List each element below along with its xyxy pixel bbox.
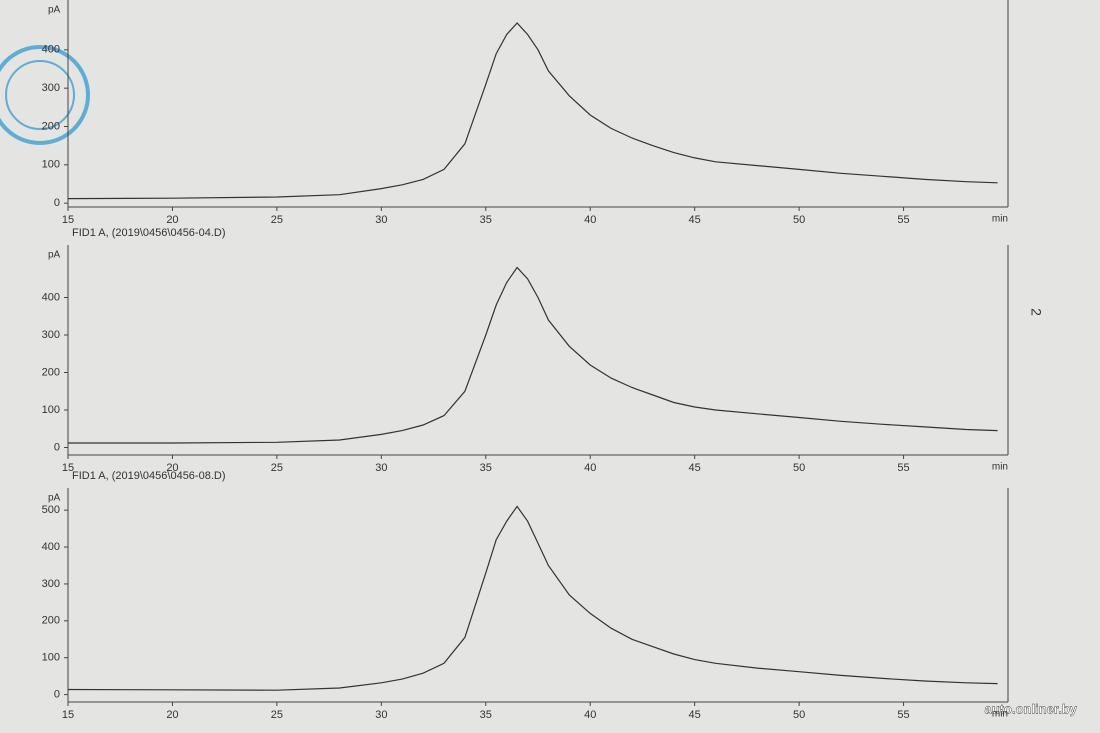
x-tick-label: 50: [793, 462, 805, 474]
x-tick-label: 45: [689, 214, 701, 226]
y-tick-label: 300: [42, 578, 60, 590]
y-axis-label: pA: [48, 493, 61, 504]
x-tick-label: 30: [375, 462, 387, 474]
x-tick-label: 40: [584, 214, 596, 226]
x-tick-label: 20: [166, 709, 178, 721]
y-tick-label: 0: [54, 689, 60, 701]
x-axis-label: min: [992, 462, 1008, 473]
chart-title: FID1 A, (2019\0456\0456-04.D): [72, 227, 225, 239]
x-tick-label: 35: [480, 214, 492, 226]
x-tick-label: 55: [897, 709, 909, 721]
x-tick-label: 25: [271, 214, 283, 226]
y-axis-label: pA: [48, 250, 61, 261]
x-tick-label: 45: [689, 462, 701, 474]
x-tick-label: 35: [480, 462, 492, 474]
chromatogram-line: [67, 22, 998, 200]
x-tick-label: 25: [271, 709, 283, 721]
x-axis-label: min: [992, 214, 1008, 225]
y-tick-label: 400: [42, 291, 60, 303]
y-tick-label: 100: [42, 652, 60, 664]
x-tick-label: 45: [689, 709, 701, 721]
x-tick-label: 40: [584, 709, 596, 721]
y-tick-label: 400: [42, 44, 60, 56]
x-tick-label: 30: [375, 709, 387, 721]
x-tick-label: 20: [166, 462, 178, 474]
y-tick-label: 400: [42, 541, 60, 553]
x-tick-label: 15: [62, 709, 74, 721]
y-tick-label: 300: [42, 329, 60, 341]
y-tick-label: 100: [42, 404, 60, 416]
watermark: auto.onliner.by: [985, 701, 1078, 716]
x-tick-label: 25: [271, 462, 283, 474]
page-number: 2: [1028, 308, 1044, 316]
x-tick-label: 30: [375, 214, 387, 226]
x-tick-label: 55: [897, 214, 909, 226]
y-tick-label: 0: [54, 441, 60, 453]
chromatogram-line: [67, 505, 998, 691]
x-tick-label: 15: [62, 214, 74, 226]
y-tick-label: 300: [42, 82, 60, 94]
y-tick-label: 200: [42, 615, 60, 627]
chromatogram-line: [68, 266, 998, 444]
stamp: [5, 60, 75, 130]
x-tick-label: 40: [584, 462, 596, 474]
x-tick-label: 50: [793, 214, 805, 226]
y-tick-label: 100: [42, 159, 60, 171]
x-tick-label: 15: [62, 462, 74, 474]
chart-title: FID1 A, (2019\0456\0456-08.D): [72, 470, 225, 482]
x-tick-label: 35: [480, 709, 492, 721]
y-axis-label: pA: [48, 5, 61, 16]
stamp: [0, 45, 90, 145]
x-axis-label: min: [992, 709, 1008, 720]
x-tick-label: 55: [897, 462, 909, 474]
y-tick-label: 200: [42, 120, 60, 132]
y-tick-label: 500: [42, 504, 60, 516]
y-tick-label: 0: [54, 197, 60, 209]
y-tick-label: 200: [42, 366, 60, 378]
x-tick-label: 50: [793, 709, 805, 721]
x-tick-label: 20: [166, 214, 178, 226]
